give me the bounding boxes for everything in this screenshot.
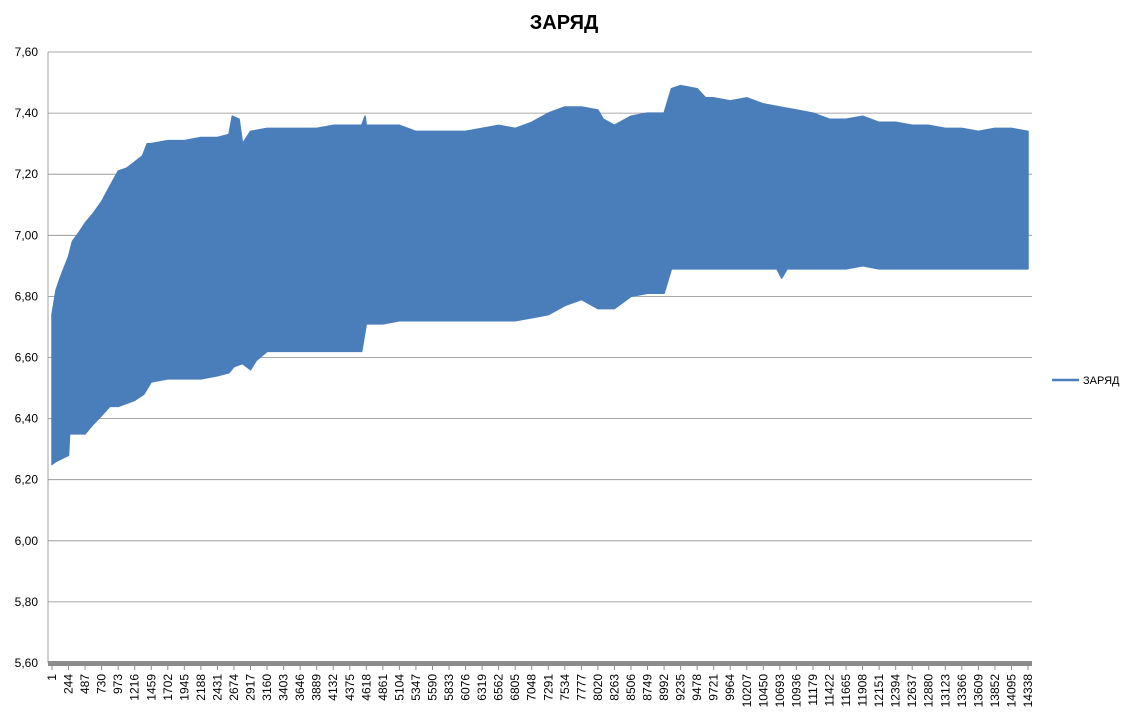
series-zaryad-band [51,84,1029,466]
x-tick-label: 7291 [541,674,555,701]
x-tick-label: 3160 [260,674,274,701]
plot-area [51,84,1029,466]
x-tick-label: 13852 [988,674,1002,708]
x-tick-label: 2674 [227,674,241,701]
x-tick-label: 3403 [277,674,291,701]
x-tick-label: 11179 [806,674,820,706]
x-tick-label: 487 [78,674,92,694]
x-tick-label: 9721 [707,674,721,701]
x-axis-line [48,661,1032,666]
x-tick-label: 3889 [310,674,324,701]
x-tick-label: 12394 [889,674,903,708]
x-tick-label: 730 [95,674,109,694]
x-tick-label: 11908 [856,674,870,707]
x-tick-label: 14095 [1005,674,1019,708]
x-tick-label: 11665 [839,674,853,707]
chart-title: ЗАРЯД [530,12,598,34]
x-tick-label: 12637 [905,674,919,708]
x-tick-label: 4132 [326,674,340,701]
x-tick-label: 7048 [525,674,539,701]
x-tick-label: 973 [111,674,125,694]
x-tick-label: 1216 [128,674,142,701]
x-tick-label: 2188 [194,674,208,701]
x-axis: 1 244 487 730 973 1216 1459 1702 1945 2188 2431 267… [45,661,1035,707]
x-tick-label: 9478 [690,674,704,701]
y-axis: 5,60 5,80 6,00 6,20 6,40 6,60 6,80 7,00 7,20 7,40… [15,45,39,670]
x-tick-label: 5590 [426,674,440,701]
x-tick-label: 12151 [872,674,886,708]
x-tick-label: 244 [62,674,76,694]
y-tick-label: 5,80 [15,595,39,609]
x-tick-label: 5833 [442,674,456,701]
legend-label: ЗАРЯД [1083,375,1120,387]
y-tick-label: 7,20 [15,167,39,181]
x-tick-label: 8506 [624,674,638,701]
x-tick-label: 10207 [740,674,754,708]
y-tick-label: 6,80 [15,289,39,303]
legend: ЗАРЯД [1052,375,1120,387]
y-tick-label: 7,40 [15,106,39,120]
x-tick-label: 8992 [657,674,671,701]
y-tick-label: 6,00 [15,534,39,548]
y-tick-label: 6,40 [15,412,39,426]
x-tick-label: 1459 [144,674,158,701]
x-tick-label: 3646 [293,674,307,701]
x-tick-label: 13366 [955,674,969,708]
x-tick-label: 7777 [574,674,588,701]
x-tick-label: 2431 [210,674,224,701]
x-tick-label: 14338 [1021,674,1035,708]
x-tick-label: 6319 [475,674,489,701]
x-tick-label: 4618 [359,674,373,701]
x-tick-label: 1 [45,674,59,681]
x-tick-label: 12880 [922,674,936,708]
x-tick-label: 6076 [459,674,473,701]
y-tick-label: 6,20 [15,473,39,487]
x-tick-label: 6805 [508,674,522,701]
x-tick-label: 13609 [971,674,985,708]
x-tick-label: 5347 [409,674,423,701]
x-tick-label: 5104 [392,674,406,701]
x-tick-label: 4861 [376,674,390,701]
x-tick-label: 8749 [641,674,655,701]
y-tick-label: 7,00 [15,228,39,242]
x-tick-label: 10450 [756,674,770,708]
x-tick-label: 4375 [343,674,357,701]
x-tick-label: 10693 [773,674,787,708]
x-tick-label: 9235 [674,674,688,701]
x-tick-label: 2917 [244,674,258,701]
x-tick-label: 13123 [938,674,952,708]
x-tick-label: 11422 [823,674,837,707]
x-tick-label: 1702 [161,674,175,701]
x-tick-label: 6562 [492,674,506,701]
x-tick-label: 8020 [591,674,605,701]
x-tick-label: 7534 [558,674,572,701]
x-tick-label: 9964 [723,674,737,701]
x-tick-label: 1945 [177,674,191,701]
x-tick-label: 10936 [789,674,803,708]
y-tick-label: 7,60 [15,45,39,59]
y-tick-label: 6,60 [15,351,39,365]
x-tick-label: 8263 [607,674,621,701]
y-tick-label: 5,60 [15,656,39,670]
